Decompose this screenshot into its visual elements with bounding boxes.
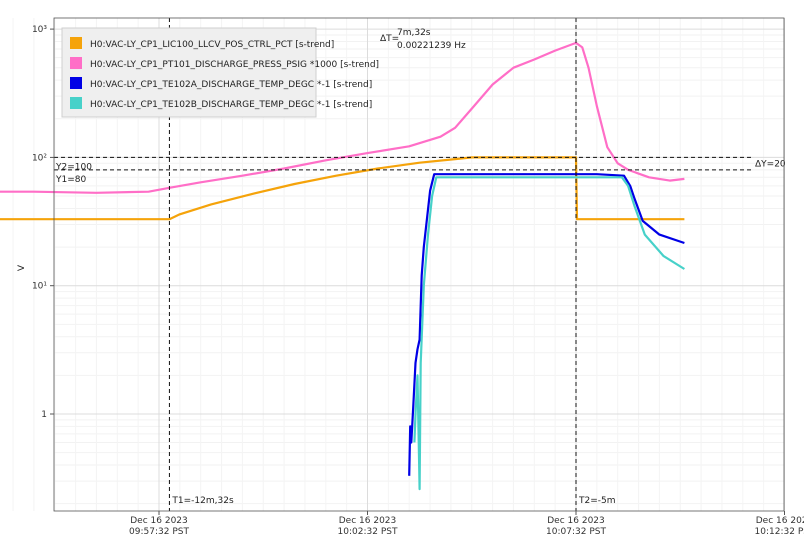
cursor-y1-label: Y1=80 bbox=[55, 175, 86, 185]
legend-entry-0[interactable]: H0:VAC-LY_CP1_LIC100_LLCV_POS_CTRL_PCT [… bbox=[90, 40, 334, 50]
legend-entry-3[interactable]: H0:VAC-LY_CP1_TE102B_DISCHARGE_TEMP_DEGC… bbox=[90, 100, 372, 110]
legend-swatch-1 bbox=[70, 57, 82, 69]
delta-y-label: ΔY=20 bbox=[755, 159, 786, 169]
x-tick-time-label: 10:02:32 PST bbox=[338, 527, 398, 537]
series-line-0 bbox=[0, 156, 685, 221]
delta-t-label: ΔT= bbox=[380, 34, 399, 44]
series-line-2 bbox=[408, 173, 685, 476]
cursor-y2-label: Y2=100 bbox=[55, 162, 92, 172]
legend-swatch-3 bbox=[70, 97, 82, 109]
legend-entry-1[interactable]: H0:VAC-LY_CP1_PT101_DISCHARGE_PRESS_PSIG… bbox=[90, 60, 379, 70]
x-tick-time-label: 09:57:32 PST bbox=[129, 527, 189, 537]
legend-swatch-2 bbox=[70, 77, 82, 89]
x-tick-time-label: 10:07:32 PST bbox=[546, 527, 606, 537]
y-tick-label: 10² bbox=[32, 153, 47, 163]
cursor-layer: T1=-12m,32s T2=-5m Y2=100 Y1=80 ΔY=20 bbox=[54, 18, 786, 511]
delta-t-frequency: 0.00221239 Hz bbox=[397, 41, 466, 51]
series-line-1 bbox=[0, 41, 685, 194]
y-axis-label: V bbox=[17, 264, 27, 271]
x-tick-date-label: Dec 16 2023 bbox=[756, 516, 804, 526]
x-tick-date-label: Dec 16 2023 bbox=[339, 516, 397, 526]
cursor-t1-label: T1=-12m,32s bbox=[171, 496, 234, 506]
cursor-t2-label: T2=-5m bbox=[578, 496, 616, 506]
grid bbox=[12, 18, 785, 511]
series-line-3 bbox=[413, 176, 685, 491]
delta-t-readout: ΔT= 7m,32s 0.00221239 Hz bbox=[380, 28, 466, 51]
y-tick-label: 10³ bbox=[32, 25, 47, 35]
legend-box bbox=[61, 27, 317, 118]
plot-frame bbox=[53, 17, 785, 512]
x-tick-date-label: Dec 16 2023 bbox=[130, 516, 188, 526]
y-tick-label: 10¹ bbox=[32, 282, 47, 292]
legend[interactable]: H0:VAC-LY_CP1_LIC100_LLCV_POS_CTRL_PCT [… bbox=[61, 27, 379, 118]
x-tick-date-label: Dec 16 2023 bbox=[547, 516, 605, 526]
legend-entry-2[interactable]: H0:VAC-LY_CP1_TE102A_DISCHARGE_TEMP_DEGC… bbox=[90, 80, 372, 90]
y-tick-label: 1 bbox=[41, 410, 47, 420]
legend-swatch-0 bbox=[70, 37, 82, 49]
series-layer bbox=[0, 41, 685, 491]
delta-t-value: 7m,32s bbox=[397, 28, 431, 38]
x-tick-time-label: 10:12:32 PST bbox=[755, 527, 804, 537]
